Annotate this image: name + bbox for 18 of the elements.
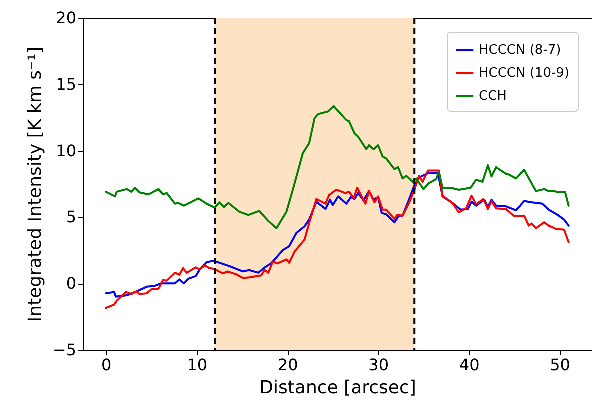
x-tick-label: 30 <box>368 356 390 374</box>
y-tick-label: 15 <box>56 74 76 94</box>
x-tick-label: 20 <box>278 356 298 374</box>
x-tick-label: 10 <box>187 356 208 374</box>
y-axis-title: Integrated Intensity [K km s⁻¹] <box>24 46 46 322</box>
x-tick-label: 0 <box>102 356 112 374</box>
legend-label: CCH <box>479 89 507 104</box>
legend-label: HCCCN (10-9) <box>479 66 570 81</box>
y-tick-label: 10 <box>56 141 76 160</box>
y-tick-label: 5 <box>66 208 76 227</box>
line-series <box>105 105 570 230</box>
y-tick-label: 20 <box>56 8 76 28</box>
legend-label: HCCCN (8-7) <box>479 43 562 58</box>
y-tick-label: −5 <box>52 340 76 360</box>
y-tick-label: 0 <box>66 274 76 294</box>
x-axis-title: Distance [arcsec] <box>260 378 416 398</box>
x-tick-label: 40 <box>459 356 480 374</box>
x-tick-label: 50 <box>550 356 570 374</box>
